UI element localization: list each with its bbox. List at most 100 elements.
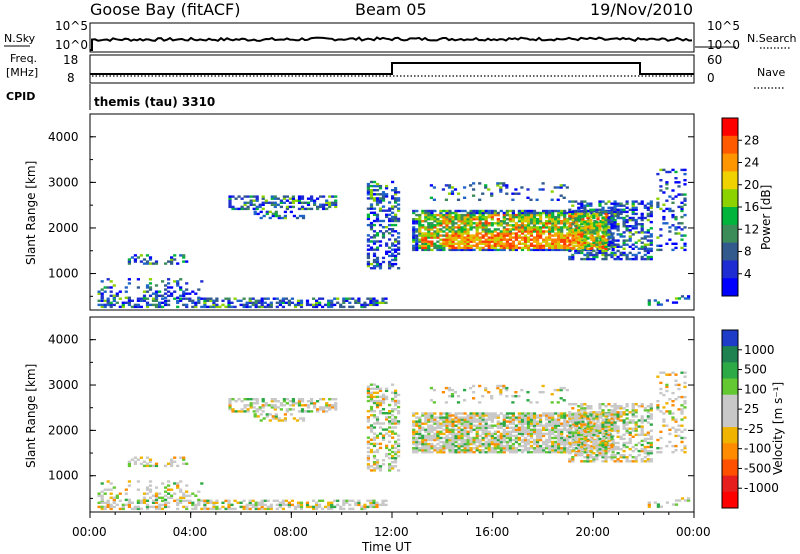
velocity-cell (545, 444, 549, 448)
velocity-cell (369, 499, 373, 502)
power-cell (587, 230, 591, 233)
velocity-cell (613, 427, 617, 430)
velocity-cell (412, 422, 416, 425)
velocity-cell (366, 399, 370, 403)
power-cell (451, 211, 455, 215)
velocity-cell (412, 449, 416, 452)
velocity-cell (418, 420, 422, 423)
power-cell (424, 226, 428, 229)
power-cell (127, 260, 131, 263)
power-cell (505, 228, 509, 231)
power-cell (460, 218, 464, 221)
power-cell (580, 220, 584, 224)
velocity-cell (430, 451, 434, 454)
power-cell (634, 220, 638, 224)
velocity-cell (619, 454, 623, 457)
velocity-cell (631, 449, 635, 453)
velocity-cell (680, 408, 684, 411)
velocity-cell (430, 426, 434, 429)
power-cell (142, 294, 147, 297)
velocity-cell (397, 420, 401, 423)
power-cell (381, 226, 386, 229)
power-cell (493, 230, 497, 233)
power-cell (427, 234, 431, 237)
velocity-cell (560, 436, 564, 440)
velocity-cell (575, 440, 579, 444)
velocity-cell (514, 434, 518, 438)
velocity-cell (164, 501, 168, 504)
power-cell (391, 223, 395, 227)
velocity-cell (508, 444, 512, 448)
power-cell (577, 212, 581, 216)
power-cell (637, 202, 641, 205)
velocity-cell (378, 503, 382, 507)
power-cell (520, 228, 525, 231)
velocity-cell (366, 436, 370, 439)
velocity-cell (577, 405, 581, 408)
velocity-cell (557, 447, 561, 450)
velocity-cell (265, 415, 269, 418)
velocity-cell (475, 418, 479, 421)
power-cell (613, 251, 617, 255)
power-cell (659, 228, 663, 231)
velocity-cell (659, 381, 663, 385)
power-cell (490, 215, 494, 219)
velocity-cell (301, 419, 306, 422)
velocity-cell (508, 426, 512, 429)
power-cell (496, 211, 500, 215)
power-cell (466, 236, 470, 239)
velocity-cell (539, 424, 543, 427)
power-cell (248, 305, 252, 309)
power-cell (502, 228, 506, 231)
power-cell (124, 296, 128, 299)
power-cell (508, 213, 512, 217)
velocity-cell (430, 434, 434, 438)
velocity-cell (499, 444, 503, 448)
power-cell (656, 248, 660, 252)
velocity-cell (260, 505, 264, 509)
power-cell (665, 299, 669, 302)
power-cell (469, 211, 473, 215)
power-cell (260, 301, 264, 304)
power-cell (481, 234, 485, 237)
velocity-cell (448, 416, 452, 419)
velocity-cell (502, 386, 506, 390)
velocity-cell (300, 400, 305, 403)
power-cell (542, 209, 546, 213)
power-cell (164, 262, 168, 265)
power-cell (583, 214, 587, 218)
velocity-cell (463, 422, 467, 425)
velocity-cell (252, 410, 256, 413)
velocity-cell (583, 415, 587, 418)
power-cell (542, 244, 546, 247)
velocity-cell (300, 398, 305, 401)
power-cell (572, 234, 576, 237)
power-cell (674, 226, 678, 229)
power-cell (586, 216, 590, 220)
velocity-cell (185, 499, 189, 502)
power-cell (439, 248, 443, 252)
power-cell (397, 248, 401, 251)
power-cell (299, 303, 304, 307)
power-cell (622, 243, 626, 246)
velocity-cell (478, 438, 482, 442)
velocity-cell (472, 442, 476, 446)
velocity-cell (571, 439, 575, 443)
velocity-cell (397, 422, 401, 425)
noise-tick-left-bottom: 10^0 (55, 38, 88, 52)
velocity-cell (574, 421, 578, 424)
velocity-cell (430, 416, 434, 419)
velocity-cell (236, 501, 240, 504)
velocity-cell (372, 399, 377, 403)
velocity-cell (502, 422, 506, 425)
power-cell (545, 230, 549, 233)
power-cell (381, 234, 386, 237)
power-cell (297, 199, 302, 202)
power-cell (212, 303, 216, 307)
power-cell (557, 226, 561, 229)
velocity-cell (124, 492, 128, 495)
velocity-cell (360, 507, 364, 511)
velocity-cell (421, 426, 425, 429)
velocity-cell (258, 408, 262, 411)
velocity-cell (581, 418, 585, 421)
